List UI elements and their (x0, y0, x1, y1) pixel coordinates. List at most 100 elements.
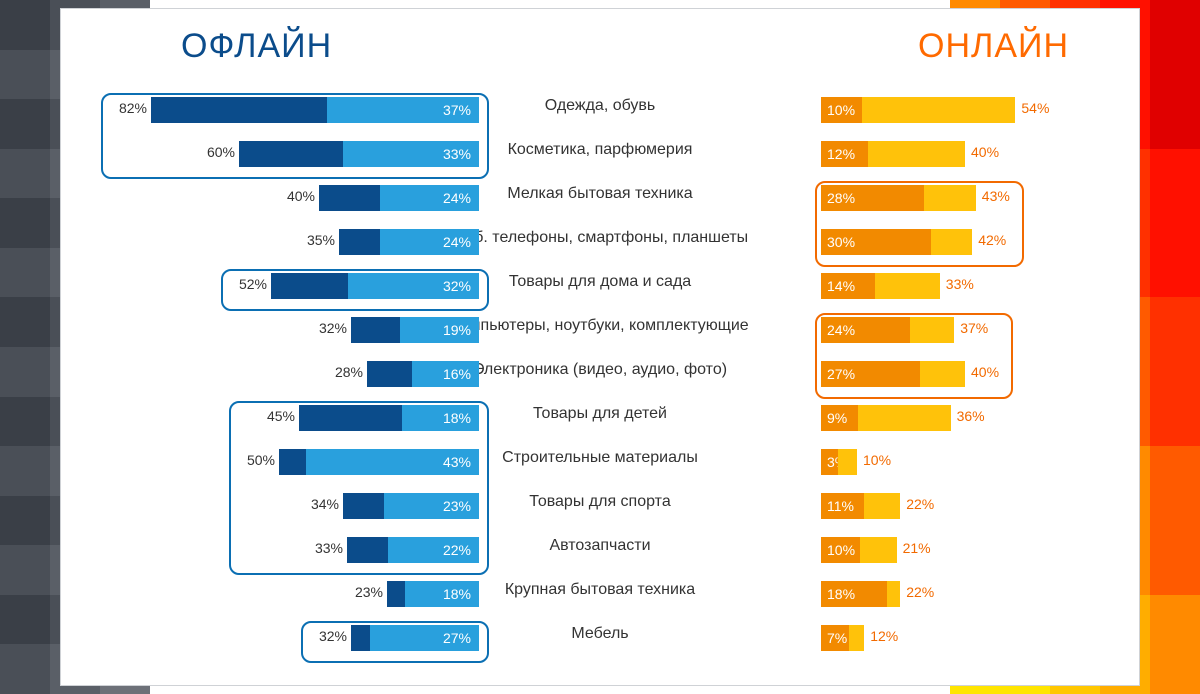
online-outer-value: 21% (903, 540, 931, 556)
offline-bar: 27% (351, 625, 479, 651)
offline-outer-segment (351, 317, 400, 343)
online-inner-value: 28% (821, 185, 924, 211)
offline-inner-value: 33% (343, 141, 479, 167)
online-bar: 11% (821, 493, 900, 519)
offline-bar: 18% (299, 405, 479, 431)
offline-bar: 24% (339, 229, 479, 255)
category-label: Электроника (видео, аудио, фото) (473, 361, 727, 379)
offline-outer-segment (343, 493, 384, 519)
offline-outer-value: 33% (303, 540, 343, 556)
offline-bar: 22% (347, 537, 479, 563)
table-row: Мелкая бытовая техника24%40%28%43% (61, 179, 1139, 223)
offline-inner-value: 18% (402, 405, 479, 431)
online-inner-value: 18% (821, 581, 887, 607)
offline-outer-segment (347, 537, 388, 563)
online-outer-segment (849, 625, 865, 651)
offline-inner-value: 43% (306, 449, 479, 475)
online-inner-value: 9% (821, 405, 858, 431)
online-inner-value: 30% (821, 229, 931, 255)
offline-outer-value: 52% (227, 276, 267, 292)
online-bar: 18% (821, 581, 900, 607)
offline-bar: 33% (239, 141, 479, 167)
offline-outer-value: 23% (343, 584, 383, 600)
chart-rows: Одежда, обувь37%82%10%54%Косметика, парф… (61, 91, 1139, 671)
online-bar: 28% (821, 185, 976, 211)
online-outer-value: 40% (971, 364, 999, 380)
chart-panel: ОФЛАЙН ОНЛАЙН Одежда, обувь37%82%10%54%К… (60, 8, 1140, 686)
online-outer-segment (875, 273, 940, 299)
offline-bar: 18% (387, 581, 479, 607)
table-row: Моб. телефоны, смартфоны, планшеты24%35%… (61, 223, 1139, 267)
online-outer-segment (860, 537, 896, 563)
online-outer-value: 12% (870, 628, 898, 644)
online-inner-value: 24% (821, 317, 910, 343)
category-label: Одежда, обувь (545, 97, 656, 115)
online-outer-segment (862, 97, 1016, 123)
online-outer-segment (838, 449, 857, 475)
online-bar: 30% (821, 229, 972, 255)
table-row: Компьютеры, ноутбуки, комплектующие19%32… (61, 311, 1139, 355)
online-inner-value: 3% (821, 449, 838, 475)
online-outer-segment (920, 361, 965, 387)
category-label: Товары для спорта (529, 493, 670, 511)
title-offline: ОФЛАЙН (181, 27, 332, 66)
online-bar: 27% (821, 361, 965, 387)
offline-outer-segment (279, 449, 306, 475)
online-outer-segment (910, 317, 955, 343)
offline-bar: 19% (351, 317, 479, 343)
offline-inner-value: 24% (380, 185, 479, 211)
online-outer-segment (858, 405, 951, 431)
offline-outer-value: 60% (195, 144, 235, 160)
offline-bar: 23% (343, 493, 479, 519)
table-row: Мебель27%32%7%12% (61, 619, 1139, 663)
category-label: Товары для дома и сада (509, 273, 691, 291)
offline-inner-value: 16% (412, 361, 479, 387)
offline-inner-value: 27% (370, 625, 479, 651)
table-row: Товары для спорта 23% 34% 11% 22% (61, 487, 1139, 531)
offline-bar: 43% (279, 449, 479, 475)
category-label: Моб. телефоны, смартфоны, планшеты (452, 229, 748, 247)
offline-outer-segment (151, 97, 327, 123)
offline-inner-value: 37% (327, 97, 479, 123)
offline-bar: 32% (271, 273, 479, 299)
offline-outer-value: 40% (275, 188, 315, 204)
online-bar: 24% (821, 317, 954, 343)
online-outer-value: 22% (906, 496, 934, 512)
table-row: Одежда, обувь37%82%10%54% (61, 91, 1139, 135)
online-outer-value: 37% (960, 320, 988, 336)
table-row: Крупная бытовая техника18%23%18%22% (61, 575, 1139, 619)
offline-inner-value: 23% (384, 493, 479, 519)
category-label: Автозапчасти (549, 537, 650, 555)
offline-outer-segment (319, 185, 380, 211)
online-inner-value: 10% (821, 97, 862, 123)
online-outer-value: 43% (982, 188, 1010, 204)
online-outer-segment (868, 141, 965, 167)
online-outer-value: 10% (863, 452, 891, 468)
table-row: Товары для детей18%45%9%36% (61, 399, 1139, 443)
online-inner-value: 27% (821, 361, 920, 387)
offline-outer-segment (387, 581, 405, 607)
online-bar: 14% (821, 273, 940, 299)
offline-outer-segment (299, 405, 402, 431)
online-bar: 12% (821, 141, 965, 167)
category-label: Товары для детей (533, 405, 667, 423)
offline-inner-value: 22% (388, 537, 479, 563)
offline-bar: 16% (367, 361, 479, 387)
offline-outer-value: 28% (323, 364, 363, 380)
online-outer-value: 40% (971, 144, 999, 160)
offline-inner-value: 32% (348, 273, 479, 299)
offline-outer-segment (271, 273, 348, 299)
online-outer-segment (924, 185, 976, 211)
offline-inner-value: 24% (380, 229, 479, 255)
offline-outer-value: 34% (299, 496, 339, 512)
title-online: ОНЛАЙН (918, 27, 1069, 66)
offline-outer-value: 82% (107, 100, 147, 116)
category-label: Компьютеры, ноутбуки, комплектующие (451, 317, 748, 335)
category-label: Строительные материалы (502, 449, 698, 467)
online-bar: 3% (821, 449, 857, 475)
offline-outer-segment (339, 229, 380, 255)
online-outer-segment (887, 581, 900, 607)
online-outer-segment (864, 493, 901, 519)
online-outer-segment (931, 229, 972, 255)
online-inner-value: 12% (821, 141, 868, 167)
